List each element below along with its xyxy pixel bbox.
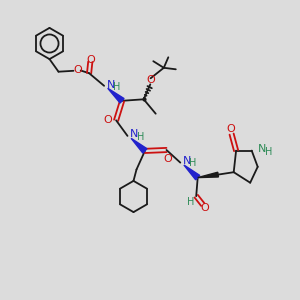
Polygon shape [198, 172, 218, 178]
Text: H: H [187, 196, 194, 207]
Text: N: N [183, 156, 191, 166]
Polygon shape [184, 165, 200, 180]
Text: H: H [136, 132, 144, 142]
Text: N: N [130, 129, 139, 140]
Text: O: O [201, 202, 210, 213]
Polygon shape [108, 88, 124, 103]
Text: O: O [103, 115, 112, 125]
Text: H: H [265, 147, 272, 157]
Text: N: N [107, 80, 115, 90]
Text: O: O [86, 55, 95, 65]
Text: O: O [73, 65, 82, 75]
Text: N: N [258, 144, 267, 154]
Text: O: O [146, 75, 155, 85]
Polygon shape [131, 138, 147, 153]
Text: H: H [113, 82, 121, 92]
Text: H: H [189, 158, 197, 169]
Text: O: O [226, 124, 236, 134]
Text: O: O [163, 154, 172, 164]
